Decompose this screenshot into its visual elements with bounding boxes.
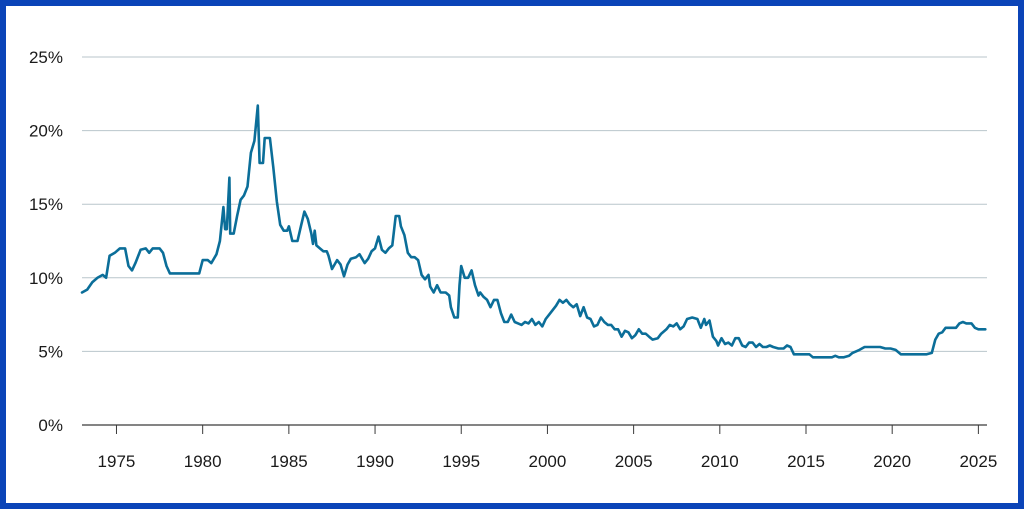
series-line-0	[80, 104, 987, 359]
y-tick-label: 25%	[29, 48, 63, 67]
y-tick-label: 10%	[29, 269, 63, 288]
y-tick-label: 5%	[38, 342, 63, 361]
x-tick-label: 1980	[184, 452, 222, 471]
y-tick-label: 15%	[29, 195, 63, 214]
y-tick-label: 20%	[29, 122, 63, 141]
x-tick-label: 2020	[873, 452, 911, 471]
grid-lines	[82, 56, 987, 352]
y-tick-label: 0%	[38, 416, 63, 435]
x-tick-label: 2015	[787, 452, 825, 471]
x-axis	[82, 424, 987, 434]
series-layer	[80, 104, 987, 359]
x-tick-label: 1995	[442, 452, 480, 471]
x-tick-label: 2000	[529, 452, 567, 471]
x-tick-label: 2005	[615, 452, 653, 471]
y-axis-tick-labels: 0% 5% 10% 15% 20% 25%	[29, 48, 63, 435]
x-axis-tick-labels: 1975 1980 1985 1990 1995 2000 2005 2010 2015 2020…	[98, 452, 998, 471]
x-tick-label: 2010	[701, 452, 739, 471]
x-tick-label: 2025	[959, 452, 997, 471]
x-tick-label: 1985	[270, 452, 308, 471]
x-tick-label: 1990	[356, 452, 394, 471]
x-tick-label: 1975	[98, 452, 136, 471]
